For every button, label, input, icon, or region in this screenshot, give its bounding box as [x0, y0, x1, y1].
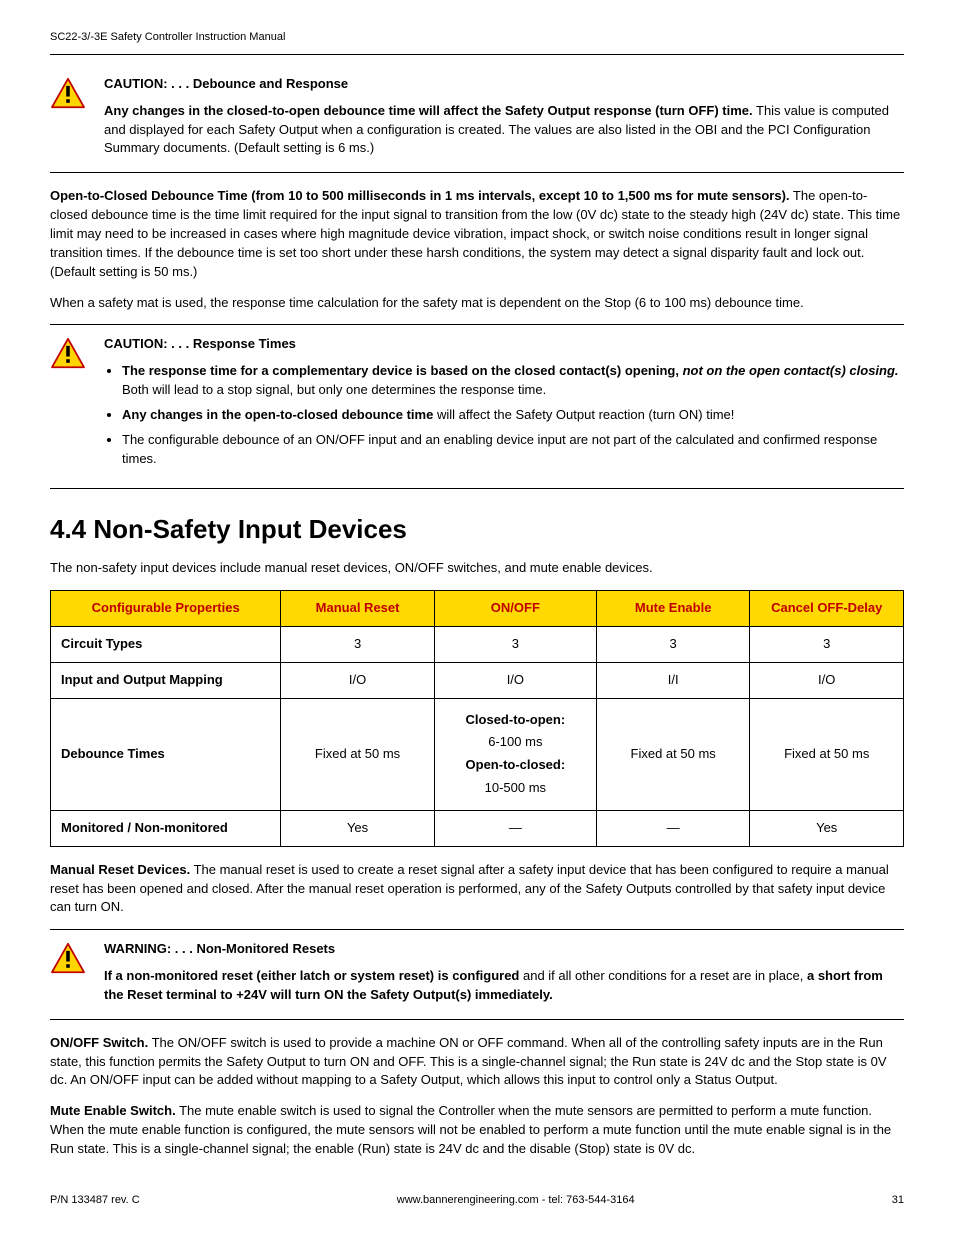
warning-non-monitored-resets: WARNING: . . . Non-Monitored Resets If a…	[50, 929, 904, 1020]
warning-triangle-icon	[50, 942, 86, 974]
manual-reset-paragraph: Manual Reset Devices. The manual reset i…	[50, 861, 904, 918]
section-intro: The non-safety input devices include man…	[50, 559, 904, 578]
col-head: Manual Reset	[281, 590, 435, 626]
table-cell: I/O	[281, 662, 435, 698]
row-head: Monitored / Non-monitored	[51, 810, 281, 846]
b1-rest: Both will lead to a stop signal, but onl…	[122, 382, 546, 397]
mute-enable-paragraph: Mute Enable Switch. The mute enable swit…	[50, 1102, 904, 1159]
col-head: ON/OFF	[434, 590, 596, 626]
oo-rest: The ON/OFF switch is used to provide a m…	[50, 1035, 887, 1088]
table-row: Input and Output MappingI/OI/OI/II/O	[51, 662, 904, 698]
b1-italic: not on the open contact(s) closing.	[679, 363, 899, 378]
table-cell: Fixed at 50 ms	[596, 698, 750, 810]
table-cell: Fixed at 50 ms	[281, 698, 435, 810]
mr-lead: Manual Reset Devices.	[50, 862, 190, 877]
col-head: Configurable Properties	[51, 590, 281, 626]
properties-table: Configurable Properties Manual Reset ON/…	[50, 590, 904, 847]
table-cell: I/O	[750, 662, 904, 698]
table-cell: Fixed at 50 ms	[750, 698, 904, 810]
footer-left: P/N 133487 rev. C	[50, 1193, 140, 1209]
table-cell: I/O	[434, 662, 596, 698]
b2-rest: will affect the Safety Output reaction (…	[433, 407, 734, 422]
row-head: Circuit Types	[51, 626, 281, 662]
page-footer: P/N 133487 rev. C www.bannerengineering.…	[50, 1183, 904, 1209]
table-cell: 3	[281, 626, 435, 662]
page-header: SC22-3/-3E Safety Controller Instruction…	[50, 30, 904, 55]
footer-center: www.bannerengineering.com - tel: 763-544…	[397, 1193, 635, 1209]
table-cell: 3	[750, 626, 904, 662]
warning-triangle-icon	[50, 77, 86, 109]
otc-lead-bold: Open-to-Closed Debounce Time (from 10 to…	[50, 188, 790, 203]
bullet-item: The response time for a complementary de…	[122, 362, 904, 400]
me-lead: Mute Enable Switch.	[50, 1103, 176, 1118]
col-head: Cancel OFF-Delay	[750, 590, 904, 626]
caution-debounce-response: CAUTION: . . . Debounce and Response Any…	[50, 69, 904, 173]
w-b1: If a non-monitored reset (either latch o…	[104, 968, 519, 983]
b2-bold: Any changes in the open-to-closed deboun…	[122, 407, 433, 422]
caution-response-times: CAUTION: . . . Response Times The respon…	[50, 324, 904, 489]
table-cell: Closed-to-open:6-100 msOpen-to-closed:10…	[434, 698, 596, 810]
table-cell: 3	[596, 626, 750, 662]
table-cell: —	[596, 810, 750, 846]
safety-mat-paragraph: When a safety mat is used, the response …	[50, 294, 904, 313]
row-head: Debounce Times	[51, 698, 281, 810]
section-heading: 4.4 Non-Safety Input Devices	[50, 511, 904, 549]
table-cell: Yes	[750, 810, 904, 846]
warning-title: WARNING: . . . Non-Monitored Resets	[104, 940, 904, 959]
caution-title: CAUTION: . . . Debounce and Response	[104, 75, 904, 94]
warning-triangle-icon	[50, 337, 86, 369]
table-row: Circuit Types3333	[51, 626, 904, 662]
caution-bullets: The response time for a complementary de…	[104, 362, 904, 468]
table-header-row: Configurable Properties Manual Reset ON/…	[51, 590, 904, 626]
table-row: Monitored / Non-monitoredYes——Yes	[51, 810, 904, 846]
onoff-switch-paragraph: ON/OFF Switch. The ON/OFF switch is used…	[50, 1034, 904, 1091]
oo-lead: ON/OFF Switch.	[50, 1035, 148, 1050]
table-row: Debounce TimesFixed at 50 msClosed-to-op…	[51, 698, 904, 810]
table-cell: —	[434, 810, 596, 846]
table-cell: Yes	[281, 810, 435, 846]
footer-right: 31	[892, 1193, 904, 1209]
warning-text: If a non-monitored reset (either latch o…	[104, 967, 904, 1005]
bullet-item: Any changes in the open-to-closed deboun…	[122, 406, 904, 425]
b1-bold: The response time for a complementary de…	[122, 363, 679, 378]
open-to-closed-paragraph: Open-to-Closed Debounce Time (from 10 to…	[50, 187, 904, 281]
row-head: Input and Output Mapping	[51, 662, 281, 698]
w-mid: and if all other conditions for a reset …	[519, 968, 807, 983]
table-cell: I/I	[596, 662, 750, 698]
bullet-item: The configurable debounce of an ON/OFF i…	[122, 431, 904, 469]
caution-lead-bold: Any changes in the closed-to-open deboun…	[104, 103, 753, 118]
col-head: Mute Enable	[596, 590, 750, 626]
caution-text: Any changes in the closed-to-open deboun…	[104, 102, 904, 159]
caution-title: CAUTION: . . . Response Times	[104, 335, 904, 354]
table-cell: 3	[434, 626, 596, 662]
me-rest: The mute enable switch is used to signal…	[50, 1103, 891, 1156]
